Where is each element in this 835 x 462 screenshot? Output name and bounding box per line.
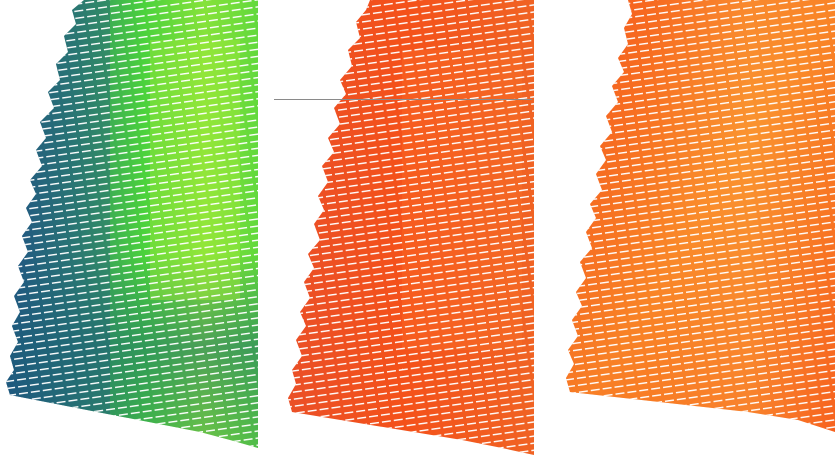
scan-panel-orange-red [262, 0, 542, 462]
pointcloud-orange-yellow-image [566, 0, 835, 432]
pointcloud-orange-red-image [288, 0, 534, 455]
scan-panel-green-blue [0, 0, 262, 462]
pointcloud-green-blue-image [6, 0, 258, 448]
measurement-guide-line [274, 99, 532, 100]
scan-panel-orange-yellow [548, 0, 835, 462]
